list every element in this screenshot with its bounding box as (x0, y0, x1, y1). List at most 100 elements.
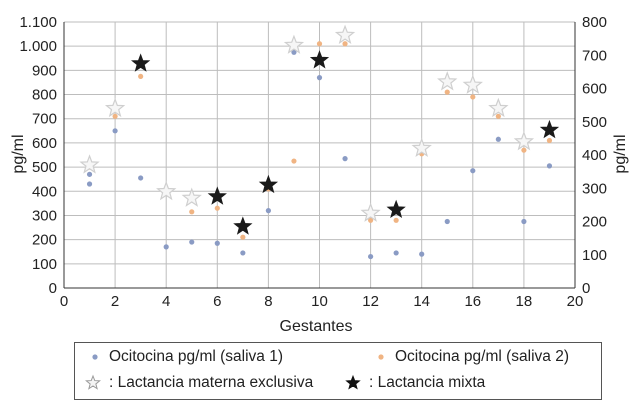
x-tick-label: 8 (264, 293, 272, 310)
y-right-tick-label: 500 (582, 114, 607, 131)
y-right-tick-label: 700 (582, 47, 607, 64)
data-point (240, 234, 246, 240)
data-point (342, 41, 348, 47)
open-star-marker (156, 180, 177, 201)
legend-item-exclusiva: : Lactancia materna exclusiva (85, 373, 313, 393)
x-tick-label: 16 (464, 293, 481, 310)
open-star-marker (79, 154, 100, 174)
y-right-tick-label: 200 (582, 214, 607, 231)
y-left-tick-label: 500 (32, 159, 57, 176)
data-point (291, 49, 297, 55)
data-point (444, 218, 450, 225)
x-tick-label: 6 (213, 293, 221, 310)
x-tick-label: 20 (567, 293, 584, 310)
open-star-marker (334, 24, 356, 44)
data-point (240, 250, 246, 256)
data-point (291, 158, 297, 164)
data-point (368, 253, 374, 260)
y-left-axis-title: pg/ml (10, 134, 27, 173)
data-point (546, 163, 553, 169)
y-left-tick-labels: 0 100 200 300 400 500 600 700 800 900 1.000 1.100 (19, 14, 57, 297)
x-tick-label: 4 (162, 293, 170, 310)
legend-label-saliva-2: Ocitocina pg/ml (saliva 2) (395, 348, 570, 365)
data-point (393, 250, 399, 256)
series-0 (86, 49, 553, 260)
legend-item-saliva-1: Ocitocina pg/ml (saliva 1) (89, 347, 283, 367)
data-point (112, 128, 118, 134)
y-right-tick-label: 800 (582, 14, 607, 31)
open-star-marker (411, 137, 432, 158)
data-point (368, 217, 374, 223)
open-star-marker (462, 74, 483, 94)
legend-item-saliva-2: Ocitocina pg/ml (saliva 2) (375, 347, 569, 367)
data-point (521, 218, 527, 225)
legend-dot-icon (378, 354, 384, 360)
legend-item-mixta: : Lactancia mixta (345, 373, 485, 393)
y-right-tick-label: 100 (582, 247, 607, 264)
data-point (138, 73, 144, 80)
x-tick-label: 0 (60, 293, 68, 310)
open-star-marker (513, 130, 535, 151)
open-star-icon (85, 374, 101, 390)
filled-star-marker (539, 119, 560, 139)
y-right-axis-title: pg/ml (612, 134, 629, 173)
x-tick-label: 18 (516, 293, 533, 310)
filled-star-marker (131, 53, 151, 72)
legend-row-1: Ocitocina pg/ml (saliva 1) Ocitocina pg/… (75, 345, 601, 371)
series-2 (79, 24, 535, 222)
y-left-tick-label: 700 (32, 111, 57, 128)
data-point (138, 175, 144, 181)
y-left-tick-label: 800 (32, 87, 57, 104)
open-star-marker (360, 202, 381, 222)
legend-dot-icon (92, 354, 98, 360)
y-left-tick-label: 300 (32, 207, 57, 224)
data-point (189, 239, 195, 245)
data-point (214, 240, 220, 246)
x-tick-label: 14 (413, 293, 430, 310)
data-point (419, 251, 425, 257)
y-right-tick-label: 0 (582, 280, 590, 297)
y-left-tick-label: 900 (32, 62, 57, 79)
y-left-tick-label: 1.000 (19, 38, 57, 55)
data-point (265, 208, 271, 214)
y-left-tick-label: 200 (32, 232, 57, 249)
data-point (546, 137, 553, 144)
filled-star-marker (258, 174, 279, 194)
filled-star-marker (207, 186, 227, 205)
data-point (393, 217, 399, 223)
open-star-marker (488, 97, 509, 118)
data-point (470, 168, 476, 174)
x-tick-label: 10 (311, 293, 328, 310)
data-point (444, 89, 450, 95)
data-point (521, 147, 527, 153)
legend-label-mixta: : Lactancia mixta (369, 374, 486, 391)
y-right-tick-label: 400 (582, 147, 607, 164)
data-point (316, 75, 323, 81)
data-point (470, 94, 476, 100)
filled-star-marker (309, 50, 330, 69)
x-tick-label: 2 (111, 293, 119, 310)
y-left-tick-label: 600 (32, 135, 57, 152)
legend-label-saliva-1: Ocitocina pg/ml (saliva 1) (109, 348, 284, 365)
data-point (86, 181, 93, 187)
legend: Ocitocina pg/ml (saliva 1) Ocitocina pg/… (74, 342, 602, 400)
x-tick-labels: 0 2 4 6 8 10 12 14 16 18 20 (60, 293, 584, 310)
data-point (214, 205, 220, 211)
open-star-marker (283, 34, 305, 54)
data-marks (79, 24, 560, 260)
filled-star-icon (345, 374, 361, 390)
y-right-tick-label: 600 (582, 81, 607, 98)
open-star-marker (437, 71, 458, 91)
y-left-tick-label: 400 (32, 183, 57, 200)
y-right-tick-label: 300 (582, 180, 607, 197)
data-point (189, 209, 195, 215)
y-left-tick-label: 100 (32, 256, 57, 273)
filled-star-marker (233, 216, 253, 235)
filled-star-marker (386, 199, 406, 219)
open-star-marker (181, 187, 202, 207)
open-star-marker (104, 97, 126, 118)
x-tick-label: 12 (362, 293, 379, 310)
y-left-tick-label: 1.100 (19, 14, 57, 31)
series-3 (131, 50, 560, 235)
